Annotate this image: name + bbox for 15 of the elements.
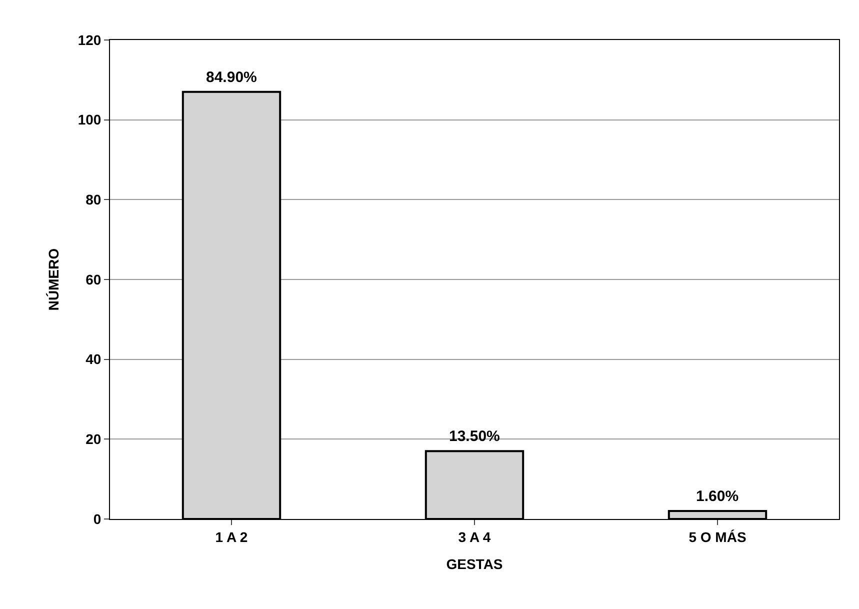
annotation: 13.50% bbox=[449, 428, 500, 445]
x-tick-label: 1 A 2 bbox=[215, 528, 248, 545]
y-tick-label: 60 bbox=[86, 271, 102, 288]
annotation: 1.60% bbox=[696, 488, 739, 505]
y-tick-label: 80 bbox=[86, 192, 102, 208]
y-tick-label: 0 bbox=[93, 510, 102, 527]
annotation: 84.90% bbox=[206, 69, 257, 86]
y-tick-label: 100 bbox=[78, 112, 102, 128]
y-axis-title: NÚMERO bbox=[45, 248, 62, 311]
x-axis-title: GESTAS bbox=[446, 556, 503, 572]
x-tick-label: 3 A 4 bbox=[458, 528, 491, 545]
y-tick-label: 20 bbox=[86, 431, 102, 448]
x-tick-label: 5 O MÁS bbox=[688, 528, 746, 545]
y-tick-label: 40 bbox=[86, 351, 102, 368]
y-tick-label: 120 bbox=[78, 32, 102, 48]
